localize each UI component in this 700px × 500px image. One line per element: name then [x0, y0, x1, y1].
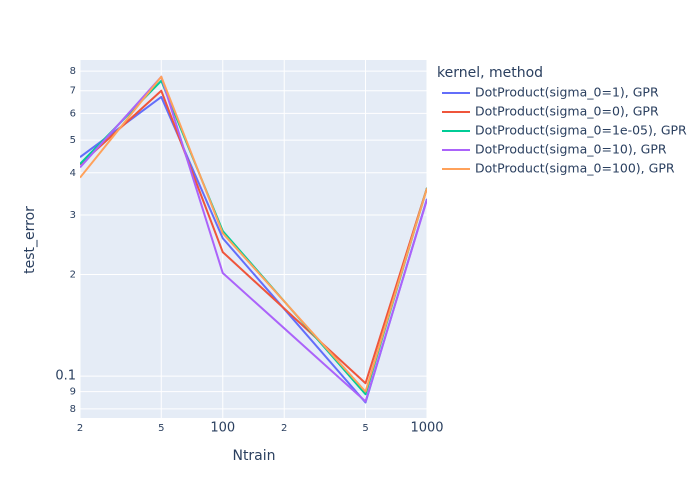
legend-label: DotProduct(sigma_0=0), GPR [475, 104, 659, 119]
y-tick-label: 0.1 [55, 369, 76, 384]
x-axis-title: Ntrain [232, 448, 275, 464]
legend-label: DotProduct(sigma_0=1), GPR [475, 85, 659, 100]
y-tick-label: 5 [70, 135, 76, 146]
legend-title: kernel, method [437, 65, 543, 81]
y-tick-label: 3 [70, 210, 76, 221]
y-tick-label: 8 [70, 404, 76, 415]
series-line [80, 75, 427, 403]
legend-label: DotProduct(sigma_0=1e-05), GPR [475, 123, 687, 138]
y-tick-label: 2 [70, 269, 76, 280]
y-tick-label: 4 [70, 168, 76, 179]
y-axis-title: test_error [22, 206, 38, 274]
x-tick-label: 100 [210, 421, 235, 436]
legend-label: DotProduct(sigma_0=10), GPR [475, 142, 667, 157]
y-tick-label: 7 [70, 86, 76, 97]
x-tick-label: 5 [362, 423, 368, 434]
series-line [80, 75, 427, 393]
y-tick-label: 6 [70, 108, 76, 119]
x-tick-label: 1000 [410, 421, 443, 436]
y-tick-label: 9 [70, 387, 76, 398]
legend-label: DotProduct(sigma_0=100), GPR [475, 161, 675, 176]
x-tick-label: 2 [77, 423, 83, 434]
x-tick-label: 2 [281, 423, 287, 434]
series-line [80, 89, 427, 385]
plot-area [80, 60, 427, 418]
x-tick-label: 5 [158, 423, 164, 434]
y-tick-label: 8 [70, 66, 76, 77]
